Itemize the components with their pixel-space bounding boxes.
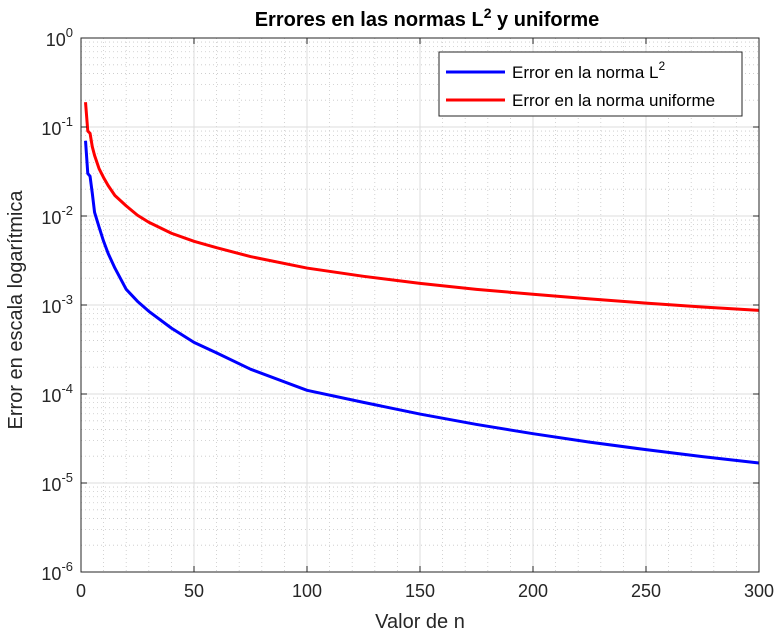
series-line-1 xyxy=(84,102,760,312)
y-tick-label: 100 xyxy=(46,25,73,50)
x-tick-label: 50 xyxy=(184,581,204,601)
legend-label-uniform: Error en la norma uniforme xyxy=(512,91,715,110)
y-tick-label: 10-5 xyxy=(41,470,73,495)
x-tick-label: 100 xyxy=(292,581,322,601)
series-layer xyxy=(84,102,760,465)
x-axis-label: Valor de n xyxy=(375,611,465,633)
x-tick-label: 300 xyxy=(744,581,774,601)
x-tick-label: 0 xyxy=(76,581,86,601)
legend-label-l2: Error en la norma L2 xyxy=(512,59,665,82)
y-axis-label: Error en escala logarítmica xyxy=(5,190,27,430)
y-axis: 100 10-1 10-2 10-3 10-4 10-5 10-6 xyxy=(41,25,759,584)
legend-box xyxy=(438,51,743,117)
y-tick-label: 10-1 xyxy=(41,114,73,139)
y-tick-label: 10-3 xyxy=(41,292,73,317)
y-tick-label: 10-2 xyxy=(41,203,73,228)
y-tick-label: 10-4 xyxy=(41,381,73,406)
x-tick-label: 250 xyxy=(631,581,661,601)
x-tick-label: 200 xyxy=(518,581,548,601)
x-tick-label: 150 xyxy=(405,581,435,601)
series-line-0 xyxy=(84,140,760,465)
y-tick-label: 10-6 xyxy=(41,559,73,584)
x-axis: 0 50 100 150 200 250 300 xyxy=(76,38,774,601)
chart-title: Errores en las normas L2 y uniforme xyxy=(255,5,600,31)
legend: Error en la norma L2 Error en la norma u… xyxy=(438,51,743,117)
